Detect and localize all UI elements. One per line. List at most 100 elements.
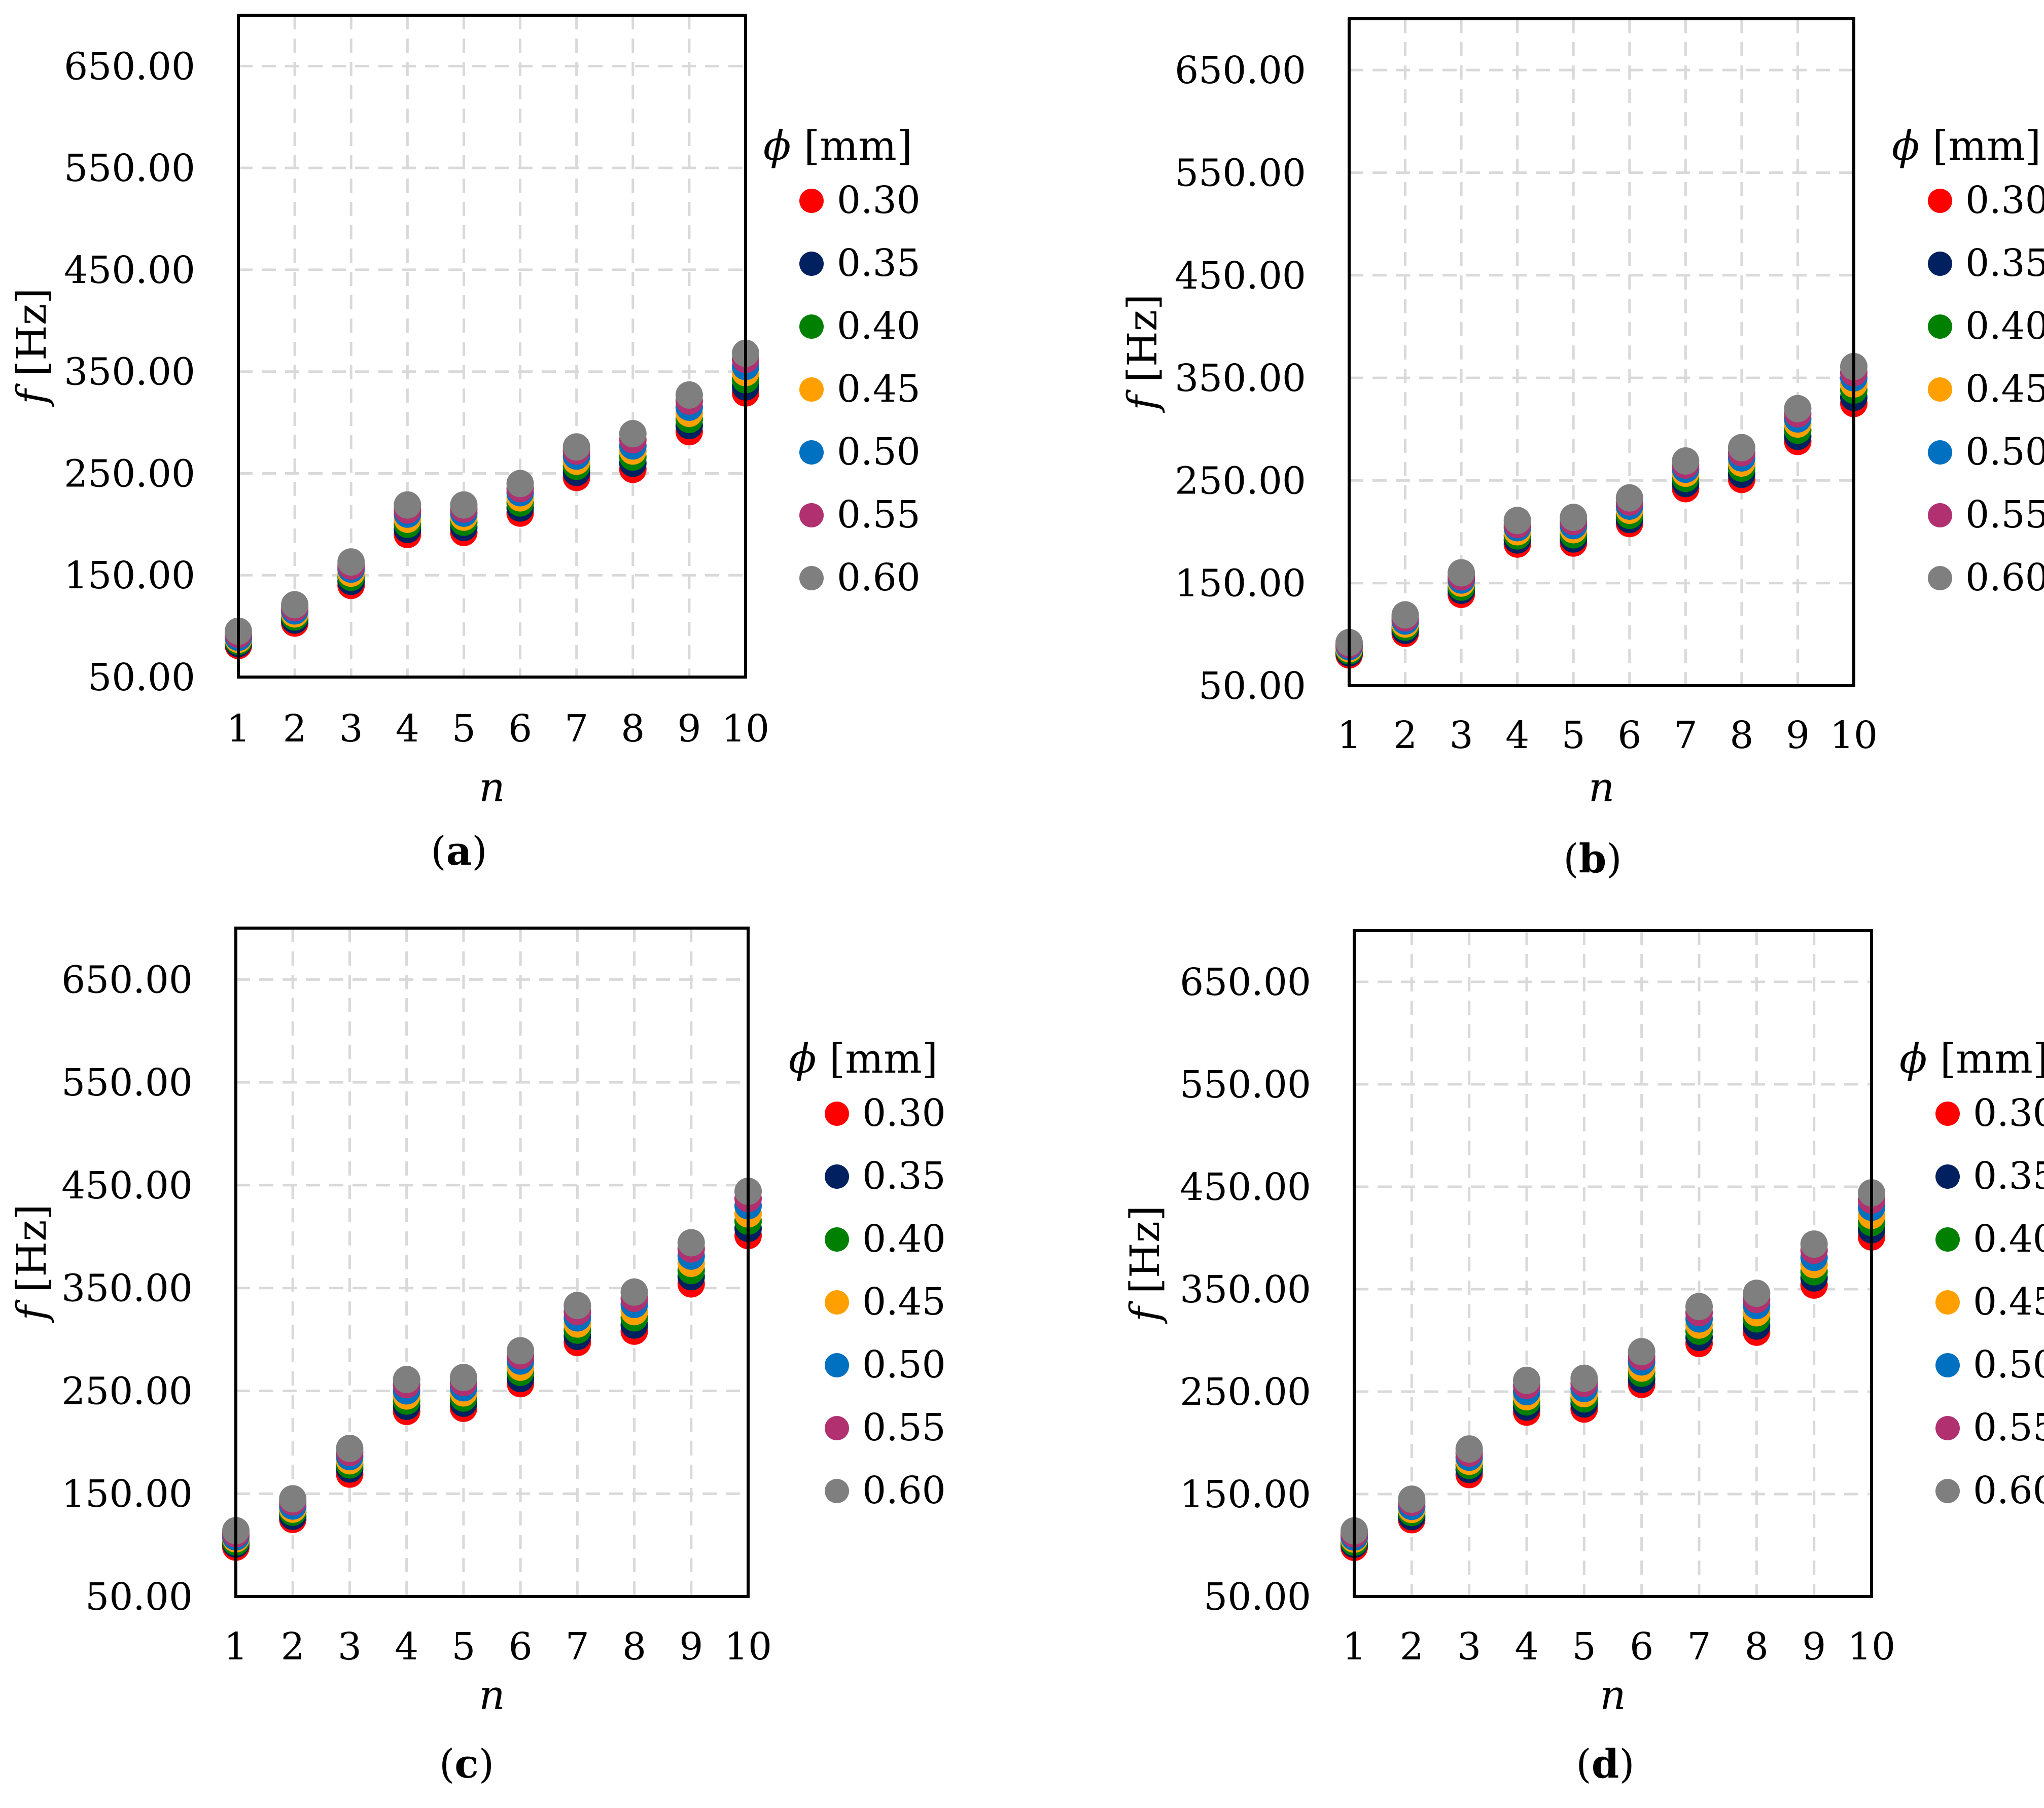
y-tick-label: 50.00 bbox=[1204, 1575, 1311, 1619]
caption-close: ) bbox=[1619, 1742, 1634, 1787]
y-tick-label: 550.00 bbox=[61, 1061, 193, 1105]
legend-marker bbox=[1928, 566, 1952, 590]
caption-letter: b bbox=[1579, 836, 1607, 882]
legend-marker bbox=[1935, 1416, 1960, 1440]
x-tick-label: 1 bbox=[224, 1625, 248, 1669]
x-tick-label: 4 bbox=[1505, 714, 1529, 757]
y-axis-unit: [Hz] bbox=[8, 288, 55, 389]
legend-marker bbox=[1935, 1290, 1960, 1315]
x-tick-label: 6 bbox=[1630, 1625, 1653, 1669]
x-tick-label: 8 bbox=[621, 707, 645, 751]
data-point bbox=[619, 420, 647, 448]
legend-entry-label: 0.50 bbox=[837, 430, 921, 474]
data-point bbox=[1672, 447, 1700, 475]
legend-marker bbox=[799, 189, 824, 213]
caption-close: ) bbox=[472, 829, 487, 874]
legend-entry-label: 0.45 bbox=[837, 367, 921, 411]
x-tick-label: 9 bbox=[679, 1625, 703, 1669]
y-tick-label: 350.00 bbox=[61, 1267, 193, 1310]
x-axis-label: n bbox=[479, 1672, 505, 1719]
legend-entry-label: 0.35 bbox=[1973, 1154, 2044, 1198]
legend-marker bbox=[1928, 503, 1952, 527]
legend-marker bbox=[825, 1227, 849, 1252]
chart-panel-c: 50.00 150.00 250.00 350.00 450.00 550.00 650.0… bbox=[8, 927, 946, 1787]
y-axis-unit: [Hz] bbox=[1119, 294, 1166, 396]
y-axis-label: f [Hz] bbox=[1119, 294, 1166, 413]
legend-marker bbox=[1935, 1353, 1960, 1377]
caption-close: ) bbox=[1606, 836, 1622, 882]
x-tick-label: 10 bbox=[724, 1625, 772, 1669]
y-tick-label: 550.00 bbox=[1180, 1063, 1311, 1107]
data-point bbox=[1800, 1230, 1828, 1258]
x-tick-label: 10 bbox=[722, 707, 769, 751]
caption-close: ) bbox=[479, 1742, 494, 1787]
legend-entry-label: 0.50 bbox=[1965, 430, 2044, 474]
y-tick-label: 350.00 bbox=[64, 350, 195, 394]
data-point bbox=[1560, 504, 1588, 531]
legend-title-unit: [mm] bbox=[1920, 122, 2041, 169]
legend-entry-label: 0.40 bbox=[837, 304, 921, 348]
y-tick-label: 650.00 bbox=[1180, 961, 1311, 1004]
legend-marker bbox=[799, 566, 824, 590]
data-point bbox=[562, 433, 590, 461]
legend-entry-label: 0.60 bbox=[837, 556, 921, 599]
plot-area bbox=[1349, 19, 1854, 686]
data-point bbox=[1615, 484, 1643, 512]
legend-marker bbox=[825, 1416, 849, 1440]
legend-entry-label: 0.30 bbox=[1973, 1091, 2044, 1135]
x-tick-label: 1 bbox=[1342, 1625, 1366, 1669]
data-point bbox=[506, 470, 534, 498]
y-tick-label: 550.00 bbox=[1175, 151, 1306, 195]
legend-marker bbox=[1928, 377, 1952, 402]
plot-area bbox=[238, 15, 746, 677]
caption-open: ( bbox=[431, 829, 446, 874]
data-point bbox=[1391, 601, 1419, 629]
x-tick-label: 9 bbox=[1802, 1625, 1826, 1669]
x-tick-label: 5 bbox=[451, 1625, 475, 1669]
x-tick-label: 1 bbox=[1337, 714, 1361, 757]
chart-panel-a: 50.00 150.00 250.00 350.00 450.00 550.00 650.0… bbox=[8, 14, 921, 874]
panel-caption: (b) bbox=[1563, 836, 1622, 882]
x-tick-label: 2 bbox=[283, 707, 307, 751]
x-tick-label: 6 bbox=[508, 707, 532, 751]
plot-border bbox=[234, 927, 750, 1598]
x-tick-label: 7 bbox=[1674, 714, 1698, 757]
legend-marker bbox=[1935, 1164, 1960, 1189]
y-tick-label: 150.00 bbox=[61, 1472, 193, 1516]
legend-marker bbox=[799, 440, 824, 465]
y-tick-label: 650.00 bbox=[61, 958, 193, 1002]
chart-panel-b: 50.00 150.00 250.00 350.00 450.00 550.00 650.0… bbox=[1119, 17, 2044, 882]
data-point bbox=[1570, 1364, 1598, 1392]
y-tick-label: 550.00 bbox=[64, 147, 195, 190]
x-tick-label: 4 bbox=[1514, 1625, 1538, 1669]
x-tick-label: 2 bbox=[1393, 714, 1417, 757]
legend-marker bbox=[1928, 189, 1952, 213]
caption-letter: d bbox=[1592, 1741, 1619, 1787]
legend-title-symbol: ϕ bbox=[1899, 1035, 1927, 1082]
legend-entry-label: 0.35 bbox=[862, 1154, 946, 1198]
legend-entry-label: 0.50 bbox=[862, 1343, 946, 1387]
x-axis-label: n bbox=[479, 764, 505, 811]
y-tick-label: 250.00 bbox=[61, 1369, 193, 1413]
x-tick-label: 8 bbox=[1745, 1625, 1769, 1669]
x-tick-label: 7 bbox=[565, 707, 588, 751]
x-tick-label: 5 bbox=[1572, 1625, 1596, 1669]
plot-border bbox=[237, 14, 747, 679]
plot-border bbox=[1348, 17, 1855, 687]
legend-entry-label: 0.40 bbox=[1973, 1217, 2044, 1261]
x-tick-label: 8 bbox=[1730, 714, 1753, 757]
legend-title: ϕ [mm] bbox=[1892, 122, 2041, 169]
y-tick-label: 250.00 bbox=[64, 452, 195, 495]
y-axis-label: f [Hz] bbox=[8, 288, 55, 407]
data-point bbox=[281, 591, 309, 619]
x-tick-label: 5 bbox=[452, 707, 476, 751]
x-tick-label: 9 bbox=[1786, 714, 1810, 757]
x-tick-label: 9 bbox=[677, 707, 701, 751]
chart-panel-d: 50.00 150.00 250.00 350.00 450.00 550.00 650.0… bbox=[1121, 929, 2044, 1787]
data-point bbox=[1628, 1338, 1655, 1366]
x-tick-label: 3 bbox=[1450, 714, 1473, 757]
panel-caption: (a) bbox=[431, 828, 487, 874]
legend-marker bbox=[1928, 440, 1952, 465]
data-point bbox=[279, 1485, 307, 1513]
